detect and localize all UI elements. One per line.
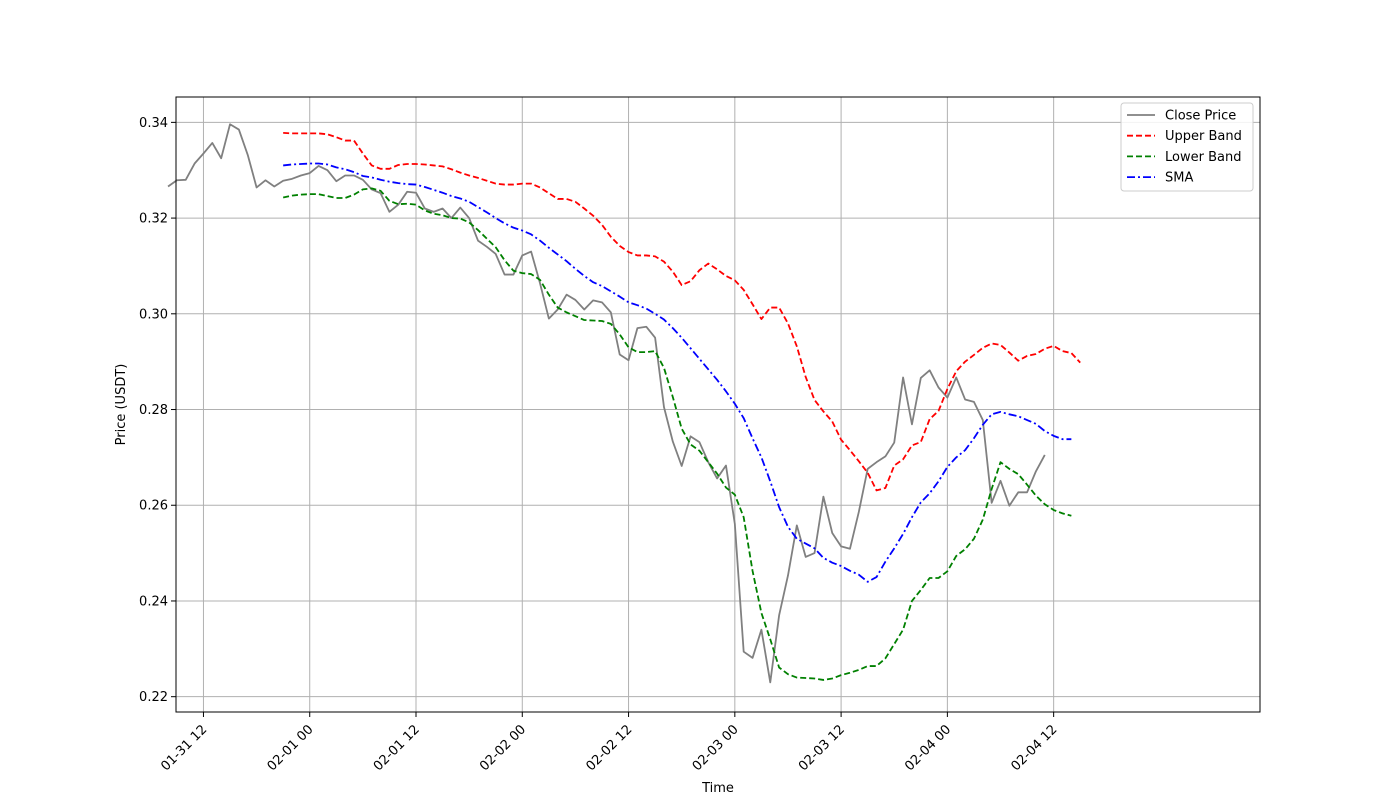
series-line-close-price — [167, 123, 1046, 684]
grid — [176, 97, 1260, 712]
y-tick-label: 0.26 — [139, 499, 168, 514]
y-axis-label: Price (USDT) — [114, 364, 129, 446]
series-line-lower-band — [282, 187, 1072, 681]
legend-box — [1120, 102, 1254, 192]
series-line-upper-band — [283, 131, 1081, 492]
plot-frame — [175, 96, 1261, 713]
y-tick-label: 0.24 — [139, 594, 168, 609]
y-tick-label: 0.22 — [139, 690, 168, 705]
series-line-sma — [283, 162, 1072, 583]
y-tick-label: 0.32 — [139, 212, 168, 227]
series-group — [167, 123, 1081, 684]
legend-item-label: Lower Band — [1165, 150, 1241, 165]
legend-item-label: Upper Band — [1165, 129, 1242, 144]
legend-item-label: SMA — [1165, 171, 1193, 186]
y-axis: 0.22 0.24 0.26 0.28 0.30 0.32 0.34 — [139, 116, 176, 705]
legend-item-label: Close Price — [1165, 109, 1236, 124]
y-tick-label: 0.28 — [139, 403, 168, 418]
legend: Close Price Upper Band Lower Band SMA — [1120, 102, 1254, 192]
x-axis-label: Time — [701, 781, 734, 796]
y-tick-label: 0.30 — [139, 307, 168, 322]
y-tick-label: 0.34 — [139, 116, 168, 131]
